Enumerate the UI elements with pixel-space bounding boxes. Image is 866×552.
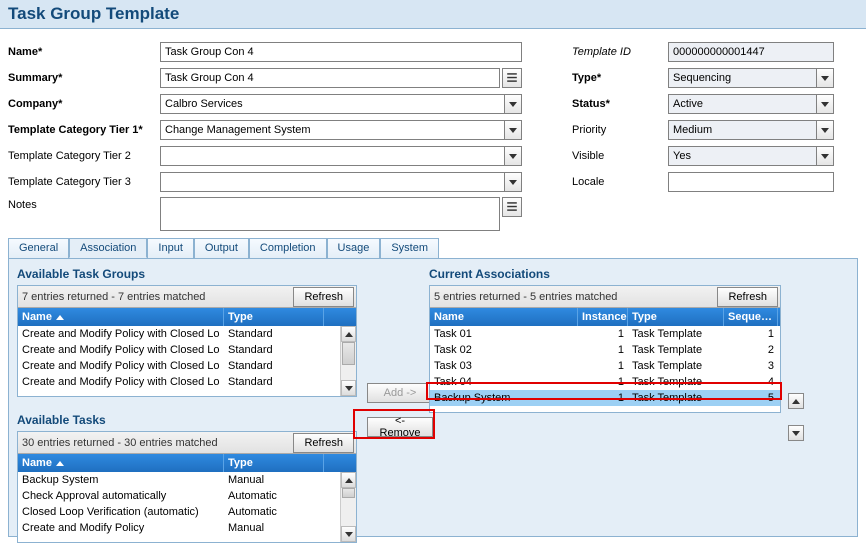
tct3-dropdown-icon[interactable]: [504, 172, 522, 192]
move-down-button[interactable]: [788, 425, 804, 441]
table-row[interactable]: Create and Modify PolicyManual: [18, 520, 356, 536]
scroll-up-icon[interactable]: [341, 326, 356, 342]
priority-label: Priority: [572, 124, 668, 136]
remove-button[interactable]: <- Remove: [367, 417, 433, 437]
summary-input[interactable]: [160, 68, 500, 88]
tab-output[interactable]: Output: [194, 238, 249, 258]
page-title: Task Group Template: [8, 4, 858, 24]
tab-system[interactable]: System: [380, 238, 439, 258]
avail-groups-title: Available Task Groups: [17, 267, 357, 281]
col-name[interactable]: Name: [430, 308, 578, 326]
template-id-label: Template ID: [572, 46, 668, 58]
name-input[interactable]: [160, 42, 522, 62]
avail-tasks-grid: 30 entries returned - 30 entries matched…: [17, 431, 357, 543]
col-type[interactable]: Type: [628, 308, 724, 326]
table-row[interactable]: Backup SystemManual: [18, 472, 356, 488]
table-row[interactable]: Task 031Task Template3: [430, 358, 780, 374]
avail-tasks-status: 30 entries returned - 30 entries matched: [18, 437, 293, 449]
current-title: Current Associations: [429, 267, 804, 281]
table-row[interactable]: Backup System1Task Template5: [430, 390, 780, 406]
tct3-input[interactable]: [160, 172, 504, 192]
table-row[interactable]: Closed Loop Verification (automatic)Auto…: [18, 504, 356, 520]
scrollbar[interactable]: [340, 472, 356, 542]
visible-label: Visible: [572, 150, 668, 162]
summary-menu-icon[interactable]: [502, 68, 522, 88]
scroll-down-icon[interactable]: [341, 380, 356, 396]
tct2-dropdown-icon[interactable]: [504, 146, 522, 166]
template-id-input: [668, 42, 834, 62]
tab-completion[interactable]: Completion: [249, 238, 327, 258]
current-refresh-button[interactable]: Refresh: [717, 287, 778, 307]
tab-general[interactable]: General: [8, 238, 69, 258]
company-dropdown-icon[interactable]: [504, 94, 522, 114]
tab-usage[interactable]: Usage: [327, 238, 381, 258]
priority-dropdown-icon[interactable]: [816, 120, 834, 140]
col-name[interactable]: Name: [18, 454, 224, 472]
locale-label: Locale: [572, 176, 668, 188]
avail-groups-status: 7 entries returned - 7 entries matched: [18, 291, 293, 303]
current-grid: 5 entries returned - 5 entries matched R…: [429, 285, 781, 413]
tct1-label: Template Category Tier 1: [8, 124, 160, 136]
avail-tasks-refresh-button[interactable]: Refresh: [293, 433, 354, 453]
name-label: Name: [8, 46, 160, 58]
table-row[interactable]: Create and Modify Policy with Closed LoS…: [18, 342, 356, 358]
scrollbar[interactable]: [340, 326, 356, 396]
table-row[interactable]: Task 011Task Template1: [430, 326, 780, 342]
current-status: 5 entries returned - 5 entries matched: [430, 291, 717, 303]
tct2-input[interactable]: [160, 146, 504, 166]
priority-input[interactable]: [668, 120, 816, 140]
tab-input[interactable]: Input: [147, 238, 193, 258]
form-area: Name Summary Company Template Category T…: [0, 29, 866, 237]
col-type[interactable]: Type: [224, 308, 324, 326]
scroll-down-icon[interactable]: [341, 526, 356, 542]
table-row[interactable]: Create and Modify Policy with Closed LoS…: [18, 326, 356, 342]
company-input[interactable]: [160, 94, 504, 114]
type-label: Type: [572, 72, 668, 84]
avail-groups-header: Name Type: [18, 308, 356, 326]
summary-label: Summary: [8, 72, 160, 84]
notes-menu-icon[interactable]: [502, 197, 522, 217]
table-row[interactable]: Create and Modify Policy with Closed LoS…: [18, 358, 356, 374]
scroll-up-icon[interactable]: [341, 472, 356, 488]
table-row[interactable]: Task 021Task Template2: [430, 342, 780, 358]
tct1-dropdown-icon[interactable]: [504, 120, 522, 140]
current-header: Name Instance Type Seque…: [430, 308, 780, 326]
table-row[interactable]: Task 041Task Template4: [430, 374, 780, 390]
col-seq[interactable]: Seque…: [724, 308, 778, 326]
col-instance[interactable]: Instance: [578, 308, 628, 326]
avail-tasks-header: Name Type: [18, 454, 356, 472]
visible-dropdown-icon[interactable]: [816, 146, 834, 166]
tab-strip: General Association Input Output Complet…: [8, 238, 858, 259]
tab-body: Available Task Groups 7 entries returned…: [8, 258, 858, 537]
notes-input[interactable]: [160, 197, 500, 231]
type-dropdown-icon[interactable]: [816, 68, 834, 88]
col-name[interactable]: Name: [18, 308, 224, 326]
title-bar: Task Group Template: [0, 0, 866, 29]
type-input[interactable]: [668, 68, 816, 88]
avail-groups-grid: 7 entries returned - 7 entries matched R…: [17, 285, 357, 397]
avail-tasks-title: Available Tasks: [17, 413, 357, 427]
table-row[interactable]: Create and Modify Policy with Closed LoS…: [18, 374, 356, 390]
col-type[interactable]: Type: [224, 454, 324, 472]
status-label: Status: [572, 98, 668, 110]
visible-input[interactable]: [668, 146, 816, 166]
move-up-button[interactable]: [788, 393, 804, 409]
table-row[interactable]: Check Approval automaticallyAutomatic: [18, 488, 356, 504]
tct2-label: Template Category Tier 2: [8, 150, 160, 162]
tct3-label: Template Category Tier 3: [8, 176, 160, 188]
status-dropdown-icon[interactable]: [816, 94, 834, 114]
tab-association[interactable]: Association: [69, 238, 147, 258]
locale-input[interactable]: [668, 172, 834, 192]
add-button[interactable]: Add ->: [367, 383, 433, 403]
notes-label: Notes: [8, 197, 160, 211]
tct1-input[interactable]: [160, 120, 504, 140]
avail-groups-refresh-button[interactable]: Refresh: [293, 287, 354, 307]
status-input[interactable]: [668, 94, 816, 114]
company-label: Company: [8, 98, 160, 110]
